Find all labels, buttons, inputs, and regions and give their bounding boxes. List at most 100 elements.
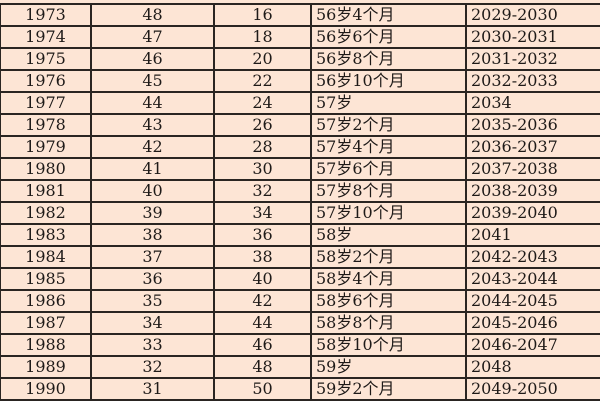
retirement-year-cell: 2045-2046 (465, 311, 600, 335)
years-cell: 24 (213, 91, 312, 115)
table-row: 1981 40 32 57岁8个月 2038-2039 (0, 179, 600, 203)
retirement-age-cell: 58岁2个月 (310, 245, 467, 269)
years-cell: 50 (213, 377, 312, 401)
retirement-year-cell: 2036-2037 (465, 135, 600, 159)
years-cell: 34 (213, 201, 312, 225)
table-row: 1979 42 28 57岁4个月 2036-2037 (0, 135, 600, 159)
years-cell: 46 (213, 333, 312, 357)
years-cell: 20 (213, 47, 312, 71)
table-row: 1973 48 16 56岁4个月 2029-2030 (0, 3, 600, 27)
retirement-age-cell: 58岁10个月 (310, 333, 467, 357)
birth-year-cell: 1976 (0, 69, 92, 93)
birth-year-cell: 1975 (0, 47, 92, 71)
table-row: 1987 34 44 58岁8个月 2045-2046 (0, 311, 600, 335)
retirement-age-cell: 56岁10个月 (310, 69, 467, 93)
retirement-year-cell: 2042-2043 (465, 245, 600, 269)
age-cell: 39 (90, 201, 215, 225)
birth-year-cell: 1974 (0, 25, 92, 49)
retirement-age-cell: 57岁 (310, 91, 467, 115)
age-cell: 41 (90, 157, 215, 181)
years-cell: 16 (213, 3, 312, 27)
retirement-age-cell: 59岁2个月 (310, 377, 467, 401)
age-cell: 38 (90, 223, 215, 247)
age-cell: 45 (90, 69, 215, 93)
birth-year-cell: 1982 (0, 201, 92, 225)
years-cell: 26 (213, 113, 312, 137)
retirement-age-cell: 56岁8个月 (310, 47, 467, 71)
birth-year-cell: 1990 (0, 377, 92, 401)
retirement-year-cell: 2038-2039 (465, 179, 600, 203)
birth-year-cell: 1978 (0, 113, 92, 137)
birth-year-cell: 1988 (0, 333, 92, 357)
retirement-year-cell: 2044-2045 (465, 289, 600, 313)
retirement-year-cell: 2032-2033 (465, 69, 600, 93)
years-cell: 40 (213, 267, 312, 291)
table-row: 1986 35 42 58岁6个月 2044-2045 (0, 289, 600, 313)
retirement-age-cell: 56岁4个月 (310, 3, 467, 27)
birth-year-cell: 1979 (0, 135, 92, 159)
years-cell: 22 (213, 69, 312, 93)
age-cell: 36 (90, 267, 215, 291)
retirement-year-cell: 2049-2050 (465, 377, 600, 401)
years-cell: 28 (213, 135, 312, 159)
table-row: 1975 46 20 56岁8个月 2031-2032 (0, 47, 600, 71)
years-cell: 48 (213, 355, 312, 379)
age-cell: 35 (90, 289, 215, 313)
table-row: 1988 33 46 58岁10个月 2046-2047 (0, 333, 600, 357)
birth-year-cell: 1985 (0, 267, 92, 291)
birth-year-cell: 1977 (0, 91, 92, 115)
birth-year-cell: 1980 (0, 157, 92, 181)
table-row: 1985 36 40 58岁4个月 2043-2044 (0, 267, 600, 291)
age-cell: 34 (90, 311, 215, 335)
retirement-age-cell: 57岁4个月 (310, 135, 467, 159)
table-row: 1978 43 26 57岁2个月 2035-2036 (0, 113, 600, 137)
retirement-year-cell: 2034 (465, 91, 600, 115)
retirement-age-cell: 59岁 (310, 355, 467, 379)
age-cell: 47 (90, 25, 215, 49)
retirement-year-cell: 2037-2038 (465, 157, 600, 181)
retirement-age-cell: 57岁6个月 (310, 157, 467, 181)
age-cell: 31 (90, 377, 215, 401)
birth-year-cell: 1984 (0, 245, 92, 269)
birth-year-cell: 1987 (0, 311, 92, 335)
birth-year-cell: 1981 (0, 179, 92, 203)
retirement-year-cell: 2031-2032 (465, 47, 600, 71)
table-row: 1990 31 50 59岁2个月 2049-2050 (0, 377, 600, 401)
retirement-age-cell: 58岁4个月 (310, 267, 467, 291)
retirement-year-cell: 2035-2036 (465, 113, 600, 137)
retirement-table: 1973 48 16 56岁4个月 2029-2030 1974 47 18 56岁6个月 203… (0, 3, 600, 401)
retirement-year-cell: 2046-2047 (465, 333, 600, 357)
age-cell: 43 (90, 113, 215, 137)
age-cell: 37 (90, 245, 215, 269)
retirement-age-cell: 57岁10个月 (310, 201, 467, 225)
retirement-age-cell: 57岁8个月 (310, 179, 467, 203)
age-cell: 40 (90, 179, 215, 203)
retirement-age-cell: 56岁6个月 (310, 25, 467, 49)
retirement-year-cell: 2041 (465, 223, 600, 247)
table-row: 1974 47 18 56岁6个月 2030-2031 (0, 25, 600, 49)
table-row: 1984 37 38 58岁2个月 2042-2043 (0, 245, 600, 269)
age-cell: 42 (90, 135, 215, 159)
table-body: 1973 48 16 56岁4个月 2029-2030 1974 47 18 56岁6个月 203… (0, 3, 600, 401)
retirement-year-cell: 2030-2031 (465, 25, 600, 49)
years-cell: 30 (213, 157, 312, 181)
years-cell: 38 (213, 245, 312, 269)
age-cell: 33 (90, 333, 215, 357)
table-row: 1989 32 48 59岁 2048 (0, 355, 600, 379)
table-row: 1980 41 30 57岁6个月 2037-2038 (0, 157, 600, 181)
years-cell: 44 (213, 311, 312, 335)
retirement-age-cell: 57岁2个月 (310, 113, 467, 137)
age-cell: 48 (90, 3, 215, 27)
retirement-age-cell: 58岁 (310, 223, 467, 247)
table-row: 1983 38 36 58岁 2041 (0, 223, 600, 247)
retirement-age-cell: 58岁6个月 (310, 289, 467, 313)
years-cell: 42 (213, 289, 312, 313)
retirement-year-cell: 2039-2040 (465, 201, 600, 225)
retirement-age-cell: 58岁8个月 (310, 311, 467, 335)
years-cell: 18 (213, 25, 312, 49)
birth-year-cell: 1983 (0, 223, 92, 247)
years-cell: 32 (213, 179, 312, 203)
table-row: 1977 44 24 57岁 2034 (0, 91, 600, 115)
age-cell: 32 (90, 355, 215, 379)
birth-year-cell: 1989 (0, 355, 92, 379)
